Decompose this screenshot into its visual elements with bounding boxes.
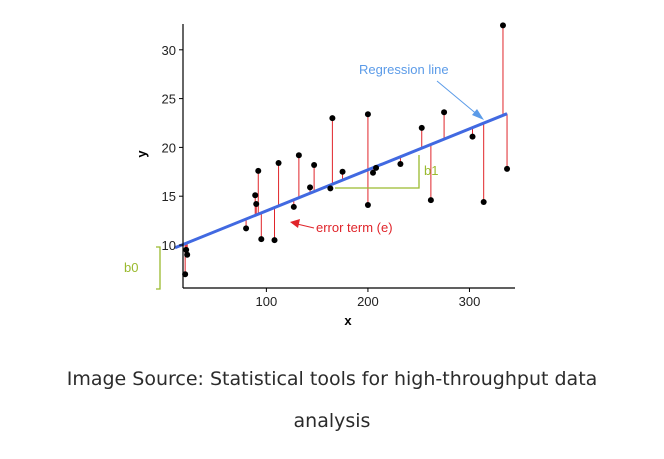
- data-point: [397, 160, 404, 167]
- data-point: [290, 203, 297, 210]
- data-point: [183, 246, 190, 253]
- data-point: [275, 160, 282, 167]
- data-point: [373, 164, 380, 171]
- error-term-label: error term (e): [316, 220, 393, 235]
- data-point: [339, 168, 346, 175]
- data-point: [255, 167, 262, 174]
- y-axis-label: y: [134, 150, 149, 158]
- image-source-caption: Image Source: Statistical tools for high…: [66, 368, 598, 390]
- data-point: [469, 133, 476, 140]
- error-term-arrow: [296, 223, 315, 229]
- y-tick-label: 30: [162, 43, 176, 58]
- x-tick-label: 200: [357, 294, 379, 309]
- y-tick-label: 15: [162, 189, 176, 204]
- data-point: [243, 225, 250, 232]
- data-point: [364, 111, 371, 118]
- data-points: [182, 22, 511, 278]
- slope-label: b1: [424, 163, 438, 178]
- data-point: [182, 271, 189, 278]
- data-point: [370, 169, 377, 176]
- y-tick-label: 25: [162, 92, 176, 107]
- data-point: [252, 192, 259, 199]
- intercept-label: b0: [124, 260, 138, 275]
- data-point: [480, 199, 487, 206]
- data-point: [307, 184, 314, 191]
- x-tick-label: 100: [256, 294, 278, 309]
- data-point: [311, 161, 318, 168]
- data-point: [504, 165, 511, 172]
- data-point: [441, 109, 448, 116]
- data-point: [327, 185, 334, 192]
- data-point: [418, 124, 425, 131]
- data-point: [427, 197, 434, 204]
- residual-lines: [184, 25, 508, 275]
- error-term-arrowhead: [290, 219, 300, 228]
- y-tick-label: 20: [162, 140, 176, 155]
- data-point: [499, 22, 506, 29]
- data-point: [329, 115, 336, 122]
- x-tick-label: 300: [459, 294, 481, 309]
- data-point: [253, 201, 260, 208]
- data-point: [271, 237, 278, 244]
- regression-label-arrowhead: [472, 109, 484, 120]
- data-point: [258, 236, 265, 243]
- data-point: [364, 201, 371, 208]
- regression-line: [174, 112, 508, 250]
- regression-line-label: Regression line: [359, 62, 449, 77]
- x-axis-ticks: 100 200 300: [256, 288, 481, 309]
- x-axis-label: x: [344, 313, 352, 328]
- intercept-bracket: [156, 246, 161, 290]
- slope-triangle: [335, 155, 420, 189]
- image-source-caption-continued: analysis: [293, 410, 371, 432]
- data-point: [184, 251, 191, 258]
- regression-label-arrow: [436, 80, 480, 117]
- y-tick-label: 10: [162, 238, 176, 253]
- y-axis-ticks: 10 15 20 25 30: [162, 43, 183, 253]
- data-point: [295, 152, 302, 159]
